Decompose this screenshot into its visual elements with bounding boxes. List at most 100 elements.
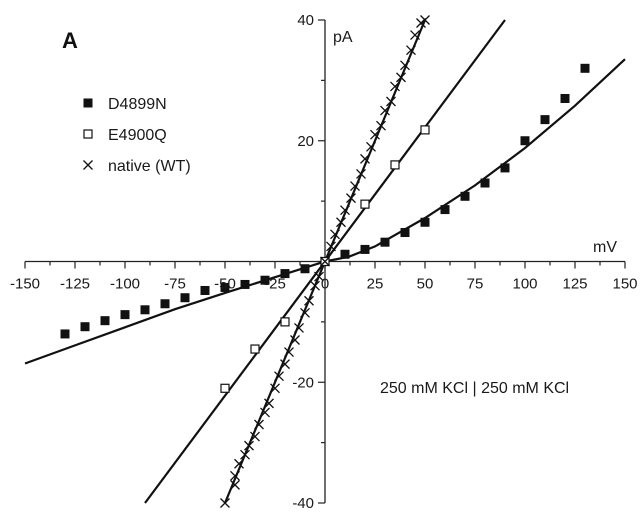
data-point [480,178,490,188]
data-point [520,136,530,146]
data-point [264,398,274,409]
data-point [406,45,416,56]
data-point [346,193,356,204]
data-point [280,317,290,327]
legend-label: D4899N [108,96,167,113]
tick-labels: -150 -125 -100 -75 -50 -25 0 25 50 75 100 125 150 -40… [10,12,638,512]
data-point [420,15,430,25]
y-tick-label: -20 [292,374,314,391]
x-tick-label: -100 [110,276,140,293]
y-axis-unit: pA [333,29,353,46]
data-point [80,322,90,332]
legend-label: E4900Q [108,127,167,144]
data-point [234,458,244,469]
data-point [220,498,230,508]
data-point [376,120,386,131]
data-point [290,335,300,345]
x-tick-label: -75 [164,276,186,293]
data-point [350,181,360,191]
data-point [420,125,430,135]
data-point [314,271,324,282]
data-point [500,163,510,173]
data-point [366,141,376,152]
data-point [270,383,280,394]
data-points [60,15,590,508]
y-tick-label: 20 [297,133,314,150]
data-point [416,18,426,28]
data-point [370,129,380,140]
data-point [254,419,264,430]
data-point [240,449,250,460]
data-point [280,269,290,279]
data-point [250,344,260,354]
x-tick-label: -125 [60,276,90,293]
data-point [300,307,310,318]
data-point [336,217,346,228]
fit-line [24,58,626,365]
data-point [360,153,370,164]
data-point [304,295,314,306]
data-point [180,293,190,303]
legend-marker [83,160,93,170]
data-point [274,371,284,382]
x-tick-label: 0 [321,276,329,293]
y-tick-label: 40 [297,12,314,29]
data-point [320,256,330,267]
x-tick-label: 100 [512,276,537,293]
data-point [386,96,396,107]
data-point [244,440,254,451]
data-point [240,279,250,289]
x-tick-label: 125 [562,276,587,293]
solution-annotation: 250 mM KCl | 250 mM KCl [380,380,569,397]
data-point [580,63,590,73]
x-tick-label: 50 [417,276,434,293]
panel-label: A [62,28,78,53]
data-point [250,431,260,442]
data-point [360,244,370,254]
x-tick-label: -150 [10,276,40,293]
x-tick-label: -25 [264,276,286,293]
data-point [120,310,130,320]
data-point [200,285,210,295]
data-point [260,275,270,285]
data-point [300,264,310,274]
legend-marker [83,129,93,139]
data-point [284,347,294,358]
data-point [560,93,570,103]
data-point [360,199,370,209]
data-point [390,160,400,170]
x-tick-label: 150 [612,276,637,293]
data-point [420,217,430,227]
data-point [390,81,400,92]
x-tick-label: 75 [467,276,484,293]
data-point [400,228,410,238]
data-point [100,316,110,326]
x-tick-label: -50 [214,276,236,293]
data-point [294,322,304,333]
data-point [326,241,336,252]
data-point [330,229,340,240]
x-tick-label: 25 [367,276,384,293]
data-point [310,280,320,291]
data-point [280,359,290,370]
data-point [220,383,230,393]
data-point [400,60,410,71]
x-axis-unit: mV [593,239,617,256]
data-point [230,470,240,481]
data-point [410,30,420,41]
data-point [340,249,350,259]
data-point [380,105,390,116]
data-point [60,329,70,339]
data-point [160,299,170,309]
data-point [396,72,406,83]
data-point [540,115,550,125]
data-point [260,407,270,418]
data-point [340,205,350,216]
data-point [230,479,240,490]
data-point [440,205,450,215]
data-point [460,191,470,201]
data-point [220,282,230,292]
legend: D4899N E4900Q native (WT) [83,96,191,175]
legend-label: native (WT) [108,158,191,175]
